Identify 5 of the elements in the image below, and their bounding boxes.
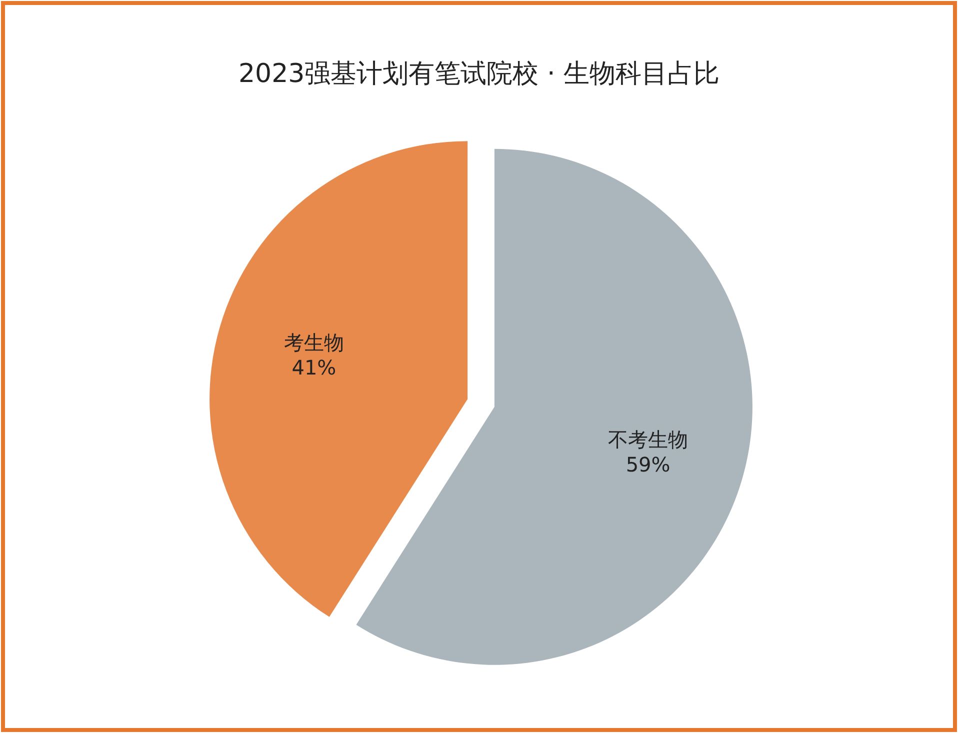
data-label: 59% <box>626 452 670 477</box>
data-label: 41% <box>292 355 336 380</box>
slice-label: 考生物 <box>284 330 344 354</box>
chart-title: 2023强基计划有笔试院校 · 生物科目占比 <box>238 59 720 89</box>
slice-label: 不考生物 <box>608 428 688 452</box>
